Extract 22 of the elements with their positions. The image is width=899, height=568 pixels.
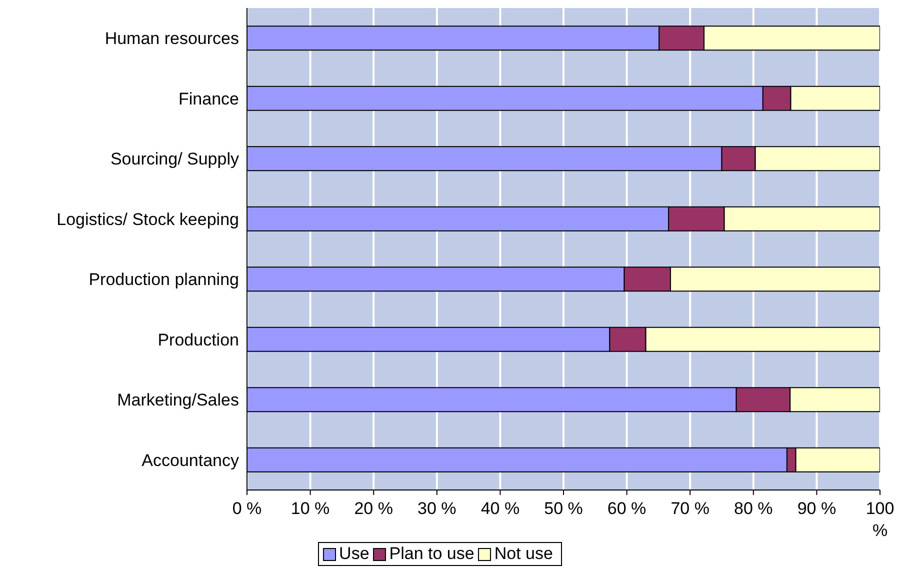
y-tick-label: Finance [178,89,239,108]
x-tick-label: 0 % [232,499,262,518]
y-tick-label: Production [158,330,239,350]
x-tick-label: 90 % [797,499,836,518]
x-tick-label: 100 % [866,499,894,540]
x-tick-label: 20 % [354,499,393,518]
y-tick-label: Human resources [104,29,239,48]
x-tick-label: 70 % [670,499,710,518]
y-tick-label: Production planning [88,270,239,290]
y-tick-label: Logistics/ Stock keeping [56,210,239,229]
legend-label: Not use [493,544,553,563]
x-tick-label: 40 % [480,499,520,518]
y-tick-label: Marketing/Sales [117,390,239,410]
y-tick-label: Accountancy [142,450,240,470]
y-tick-label: Sourcing/ Supply [110,150,240,169]
x-tick-label: 10 % [290,499,330,518]
legend-label: Use [338,544,370,563]
legend-label: Plan to use [388,544,474,563]
x-tick-label: 60 % [607,499,646,518]
x-tick-label: 80 % [734,499,773,518]
x-tick-label: 50 % [544,499,583,518]
x-tick-label: 30 % [418,499,456,518]
